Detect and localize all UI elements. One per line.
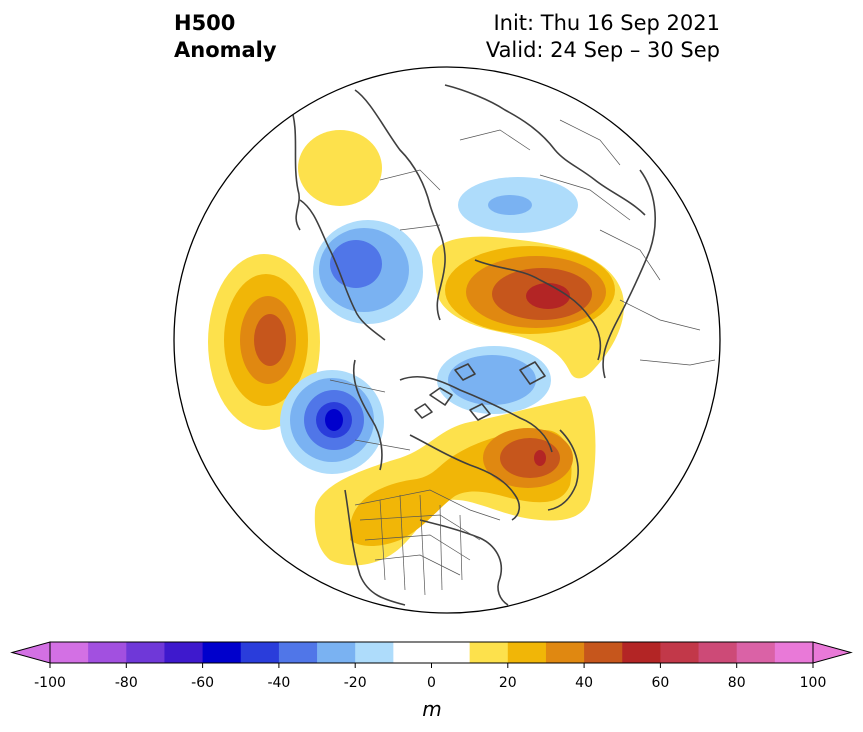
- negative-anomaly-gulf-of-alaska: [280, 370, 384, 474]
- polar-map: [173, 66, 721, 614]
- colorbar-tick-label: 40: [575, 675, 593, 691]
- colorbar-tick-label: 0: [427, 675, 436, 691]
- colorbar-segment: [545, 642, 585, 663]
- colorbar-segment: [355, 642, 394, 663]
- valid-range: Valid: 24 Sep – 30 Sep: [485, 38, 720, 62]
- colorbar-segment: [202, 642, 242, 663]
- coastlines: [289, 84, 656, 606]
- title-line-1: H500: [174, 11, 236, 35]
- globe-outline: [173, 66, 721, 614]
- colorbar-segment: [507, 642, 547, 663]
- colorbar-segment: [774, 642, 814, 663]
- negative-anomaly-arctic: [437, 346, 551, 414]
- colorbar-segment: [317, 642, 356, 663]
- positive-anomaly-europe-russia: [431, 236, 624, 379]
- colorbar-extend-low: [10, 641, 51, 664]
- colorbar-unit-label: m: [422, 697, 441, 721]
- colorbar-tick-label: 100: [800, 675, 827, 691]
- colorbar-segment: [164, 642, 204, 663]
- colorbar-segment: [584, 642, 623, 663]
- colorbar-tick-label: -100: [34, 675, 66, 691]
- title-line-2: Anomaly: [174, 38, 277, 62]
- colorbar-segment: [431, 642, 471, 663]
- forecast-info: Init: Thu 16 Sep 2021 Valid: 24 Sep – 30…: [486, 10, 720, 64]
- colorbar-segment: [736, 642, 776, 663]
- colorbar-segment: [660, 642, 700, 663]
- colorbar-tick-label: -40: [267, 675, 290, 691]
- init-date: Init: Thu 16 Sep 2021: [493, 11, 720, 35]
- anomaly-contours: [208, 84, 716, 606]
- chart-title: H500 Anomaly: [174, 10, 277, 64]
- colorbar-segment: [698, 642, 738, 663]
- colorbar-segment: [50, 642, 89, 663]
- colorbar-extend-high: [812, 641, 853, 664]
- colorbar-tick-label: 60: [651, 675, 669, 691]
- colorbar-tick-label: -20: [344, 675, 367, 691]
- colorbar-segment: [88, 642, 127, 663]
- colorbar-segment: [622, 642, 661, 663]
- political-borders: [329, 119, 716, 596]
- colorbar-segment: [240, 642, 280, 663]
- colorbar-tick-label: 80: [728, 675, 746, 691]
- colorbar-segment: [469, 642, 509, 663]
- colorbar-segment: [278, 642, 318, 663]
- positive-anomaly-west-pacific: [208, 254, 320, 430]
- colorbar: -100 -80 -60 -40 -20 0 20 40 60 80 100: [10, 641, 853, 691]
- negative-anomaly-east-siberia: [458, 177, 578, 233]
- positive-anomaly-pacific-northwest: [298, 130, 382, 206]
- colorbar-tick-label: -80: [115, 675, 138, 691]
- colorbar-tick-label: 20: [499, 675, 517, 691]
- colorbar-segment: [393, 642, 432, 663]
- colorbar-segment: [126, 642, 165, 663]
- colorbar-tick-label: -60: [191, 675, 214, 691]
- negative-anomaly-north-pacific: [313, 220, 423, 324]
